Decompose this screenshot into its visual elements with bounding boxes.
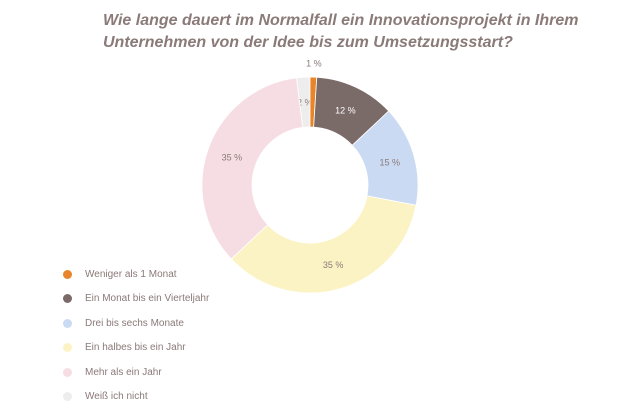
slice-value-label: 12 % [335,105,356,115]
legend-item: Drei bis sechs Monate [63,311,209,336]
slice-value-label: 35 % [222,152,243,162]
legend-swatch [63,392,72,402]
chart-title-line-2: Unternehmen von der Idee bis zum Umsetzu… [103,34,513,51]
chart-title: Wie lange dauert im Normalfall ein Innov… [103,10,603,54]
legend-label: Drei bis sechs Monate [85,317,184,329]
legend-swatch [63,294,72,304]
legend-swatch [63,367,72,377]
slice-value-label: 1 % [306,59,322,69]
legend-swatch [63,343,72,353]
donut-slice [230,195,417,294]
legend-label: Weiß ich nicht [85,391,148,403]
legend-label: Ein halbes bis ein Jahr [85,342,186,354]
legend-swatch [63,318,72,328]
legend-item: Weiß ich nicht [63,385,209,410]
legend-label: Mehr als ein Jahr [85,366,162,378]
slice-value-label: 2 % [297,98,313,108]
legend-item: Ein halbes bis ein Jahr [63,336,209,361]
legend-item: Ein Monat bis ein Vierteljahr [63,287,209,312]
legend-label: Ein Monat bis ein Vierteljahr [85,293,210,305]
slice-value-label: 35 % [323,260,344,270]
legend-item: Mehr als ein Jahr [63,360,209,385]
legend-label: Weniger als 1 Monat [85,268,177,280]
chart-title-line-1: Wie lange dauert im Normalfall ein Innov… [103,12,579,29]
legend-item: Weniger als 1 Monat [63,262,209,287]
slice-value-label: 15 % [379,157,400,167]
legend-swatch [63,269,72,279]
chart-legend: Weniger als 1 Monat Ein Monat bis ein Vie… [63,262,209,409]
donut-slice [201,77,304,260]
